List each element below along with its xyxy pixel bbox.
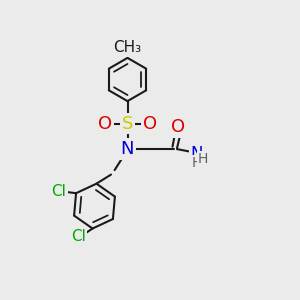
- Text: H: H: [192, 157, 202, 170]
- Text: S: S: [122, 115, 133, 133]
- Text: N: N: [121, 140, 134, 158]
- Text: O: O: [98, 115, 112, 133]
- Text: O: O: [171, 118, 186, 136]
- Text: N: N: [191, 146, 203, 164]
- Text: Cl: Cl: [71, 230, 86, 244]
- Text: Cl: Cl: [51, 184, 66, 199]
- Text: CH₃: CH₃: [113, 40, 142, 56]
- Text: H: H: [198, 152, 208, 166]
- Text: O: O: [143, 115, 157, 133]
